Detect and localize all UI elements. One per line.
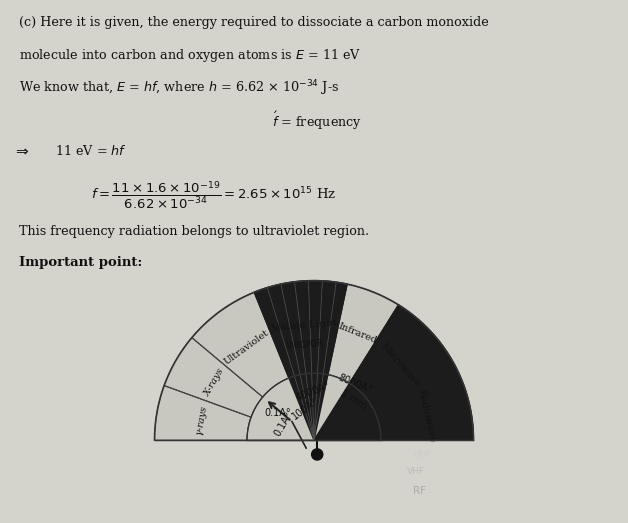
Text: Ultraviolet: Ultraviolet (222, 328, 271, 367)
Text: γ-rays: γ-rays (194, 404, 208, 436)
Text: RF: RF (413, 486, 426, 496)
Text: UHF: UHF (413, 450, 431, 459)
Wedge shape (254, 281, 347, 378)
Wedge shape (164, 337, 263, 417)
Circle shape (311, 449, 323, 460)
Wedge shape (154, 385, 251, 440)
Text: Radiowave: Radiowave (416, 389, 436, 444)
Text: VIBGYOR: VIBGYOR (287, 339, 325, 351)
Wedge shape (350, 305, 458, 412)
Text: This frequency radiation belongs to ultraviolet region.: This frequency radiation belongs to ultr… (19, 225, 369, 238)
Text: X-rays: X-rays (203, 367, 226, 399)
Text: 4000A°: 4000A° (295, 380, 332, 403)
Text: $\Rightarrow$: $\Rightarrow$ (13, 144, 30, 158)
Wedge shape (247, 373, 381, 440)
Text: Visible Light: Visible Light (271, 319, 337, 333)
Text: molecule into carbon and oxygen atoms is $E$ = 11 eV: molecule into carbon and oxygen atoms is… (19, 47, 361, 64)
Text: 100A°: 100A° (290, 395, 320, 421)
Wedge shape (328, 284, 399, 383)
Polygon shape (314, 305, 474, 440)
Text: 1 mm: 1 mm (339, 388, 369, 411)
Text: 0.1A°: 0.1A° (272, 410, 294, 438)
Text: Microwave: Microwave (379, 341, 422, 389)
Text: $\acute{f}$ = frequency: $\acute{f}$ = frequency (272, 110, 362, 132)
Text: 0.1A°: 0.1A° (264, 408, 291, 418)
Text: (c) Here it is given, the energy required to dissociate a carbon monoxide: (c) Here it is given, the energy require… (19, 16, 489, 29)
Text: $f = \dfrac{11 \times 1.6 \times 10^{-19}}{6.62 \times 10^{-34}} = 2.65 \times 1: $f = \dfrac{11 \times 1.6 \times 10^{-19… (91, 179, 337, 211)
Text: 8000A°: 8000A° (337, 372, 374, 395)
Wedge shape (375, 373, 474, 440)
Text: We know that, $E$ = $hf$, where $h$ = 6.62 $\times$ 10$^{-34}$ J-s: We know that, $E$ = $hf$, where $h$ = 6.… (19, 78, 339, 98)
Text: 11 eV = $hf$: 11 eV = $hf$ (55, 144, 127, 158)
Wedge shape (192, 292, 289, 397)
Polygon shape (254, 281, 347, 440)
Text: Infrared: Infrared (336, 322, 378, 346)
Text: Important point:: Important point: (19, 256, 142, 269)
Text: VHF: VHF (406, 468, 425, 476)
